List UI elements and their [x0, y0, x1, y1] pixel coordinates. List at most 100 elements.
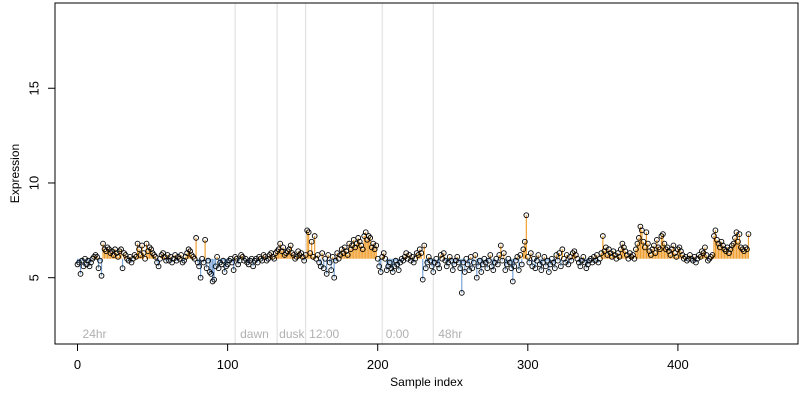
- data-point: [323, 271, 330, 277]
- data-point: [472, 252, 479, 258]
- data-point: [443, 263, 450, 270]
- data-point: [163, 257, 169, 264]
- data-point: [277, 240, 284, 247]
- data-point: [636, 235, 642, 241]
- data-point: [565, 261, 572, 268]
- data-point: [595, 259, 602, 266]
- data-point: [619, 240, 626, 247]
- data-point: [536, 261, 543, 268]
- data-point: [331, 274, 338, 281]
- data-point: [356, 238, 363, 245]
- data-point: [488, 263, 495, 270]
- data-point: [527, 250, 534, 256]
- data-point: [505, 255, 512, 262]
- data-point: [410, 259, 417, 266]
- data-point: [82, 255, 88, 262]
- data-point: [317, 263, 324, 270]
- data-point: [197, 274, 204, 281]
- data-point: [80, 263, 87, 270]
- data-point: [332, 257, 339, 264]
- data-point: [334, 250, 341, 256]
- data-point: [326, 259, 333, 266]
- data-point: [457, 265, 464, 272]
- data-point: [490, 267, 497, 273]
- data-point: [311, 233, 318, 239]
- data-point: [573, 252, 579, 258]
- data-point: [115, 254, 121, 260]
- data-point: [694, 255, 701, 262]
- data-point: [239, 254, 246, 260]
- data-point: [113, 250, 120, 256]
- data-point: [532, 265, 539, 272]
- data-point: [337, 252, 344, 258]
- data-point: [523, 212, 530, 219]
- data-point: [442, 257, 449, 264]
- data-point: [551, 265, 558, 272]
- data-point: [136, 246, 142, 253]
- data-point: [362, 229, 369, 236]
- data-point: [355, 235, 362, 241]
- data-point: [603, 244, 609, 251]
- data-point: [736, 231, 743, 237]
- data-point: [503, 261, 510, 268]
- data-point: [744, 246, 750, 253]
- data-point: [379, 254, 386, 260]
- data-point: [320, 265, 327, 272]
- data-point: [373, 242, 380, 249]
- data-point: [416, 246, 423, 253]
- data-point: [128, 259, 135, 266]
- data-point: [395, 267, 402, 273]
- data-point: [556, 250, 563, 256]
- data-point: [106, 246, 112, 253]
- data-point: [600, 233, 606, 239]
- data-point: [538, 267, 545, 273]
- data-point: [422, 265, 429, 272]
- data-point: [295, 248, 302, 255]
- data-point: [646, 248, 653, 255]
- data-point: [421, 242, 428, 249]
- data-point: [301, 257, 308, 264]
- data-point: [203, 265, 210, 272]
- data-point: [202, 236, 208, 243]
- data-point: [547, 261, 554, 268]
- y-tick-label: 10: [26, 176, 41, 190]
- x-tick-label: 400: [667, 357, 689, 372]
- data-point: [181, 257, 187, 264]
- data-point: [741, 248, 747, 255]
- data-point: [479, 261, 486, 268]
- data-point: [271, 255, 277, 262]
- data-point: [118, 246, 124, 253]
- y-tick-label: 15: [26, 81, 41, 95]
- vertical-marker-label: dusk: [279, 327, 305, 341]
- data-point: [430, 269, 437, 275]
- data-point: [580, 254, 587, 260]
- x-axis: 0 100 200 300 400: [74, 343, 689, 372]
- vertical-marker-labels: 24hr dawn dusk 12:00 0:00 48hr: [83, 327, 463, 341]
- data-point: [697, 254, 704, 260]
- data-point: [199, 255, 205, 262]
- data-point: [745, 231, 752, 237]
- data-point: [727, 246, 734, 253]
- data-point: [726, 250, 732, 256]
- data-point: [562, 259, 569, 266]
- data-point: [520, 246, 527, 253]
- data-point: [733, 229, 740, 236]
- data-point: [220, 257, 226, 264]
- data-point: [652, 250, 659, 256]
- data-point: [521, 238, 528, 245]
- data-point: [452, 257, 459, 264]
- data-point: [389, 269, 396, 275]
- data-point: [649, 246, 656, 253]
- data-point: [172, 252, 178, 258]
- data-point: [466, 267, 473, 273]
- data-point: [449, 267, 456, 273]
- data-point: [286, 246, 293, 253]
- x-axis-title: Sample index: [390, 375, 463, 389]
- plot-area-frame: [54, 2, 799, 345]
- data-point: [645, 240, 651, 247]
- vertical-marker-label: 24hr: [83, 327, 107, 341]
- data-point: [371, 246, 378, 253]
- vertical-marker-label: dawn: [240, 327, 269, 341]
- data-point: [515, 267, 522, 273]
- vertical-marker-label: 48hr: [438, 327, 462, 341]
